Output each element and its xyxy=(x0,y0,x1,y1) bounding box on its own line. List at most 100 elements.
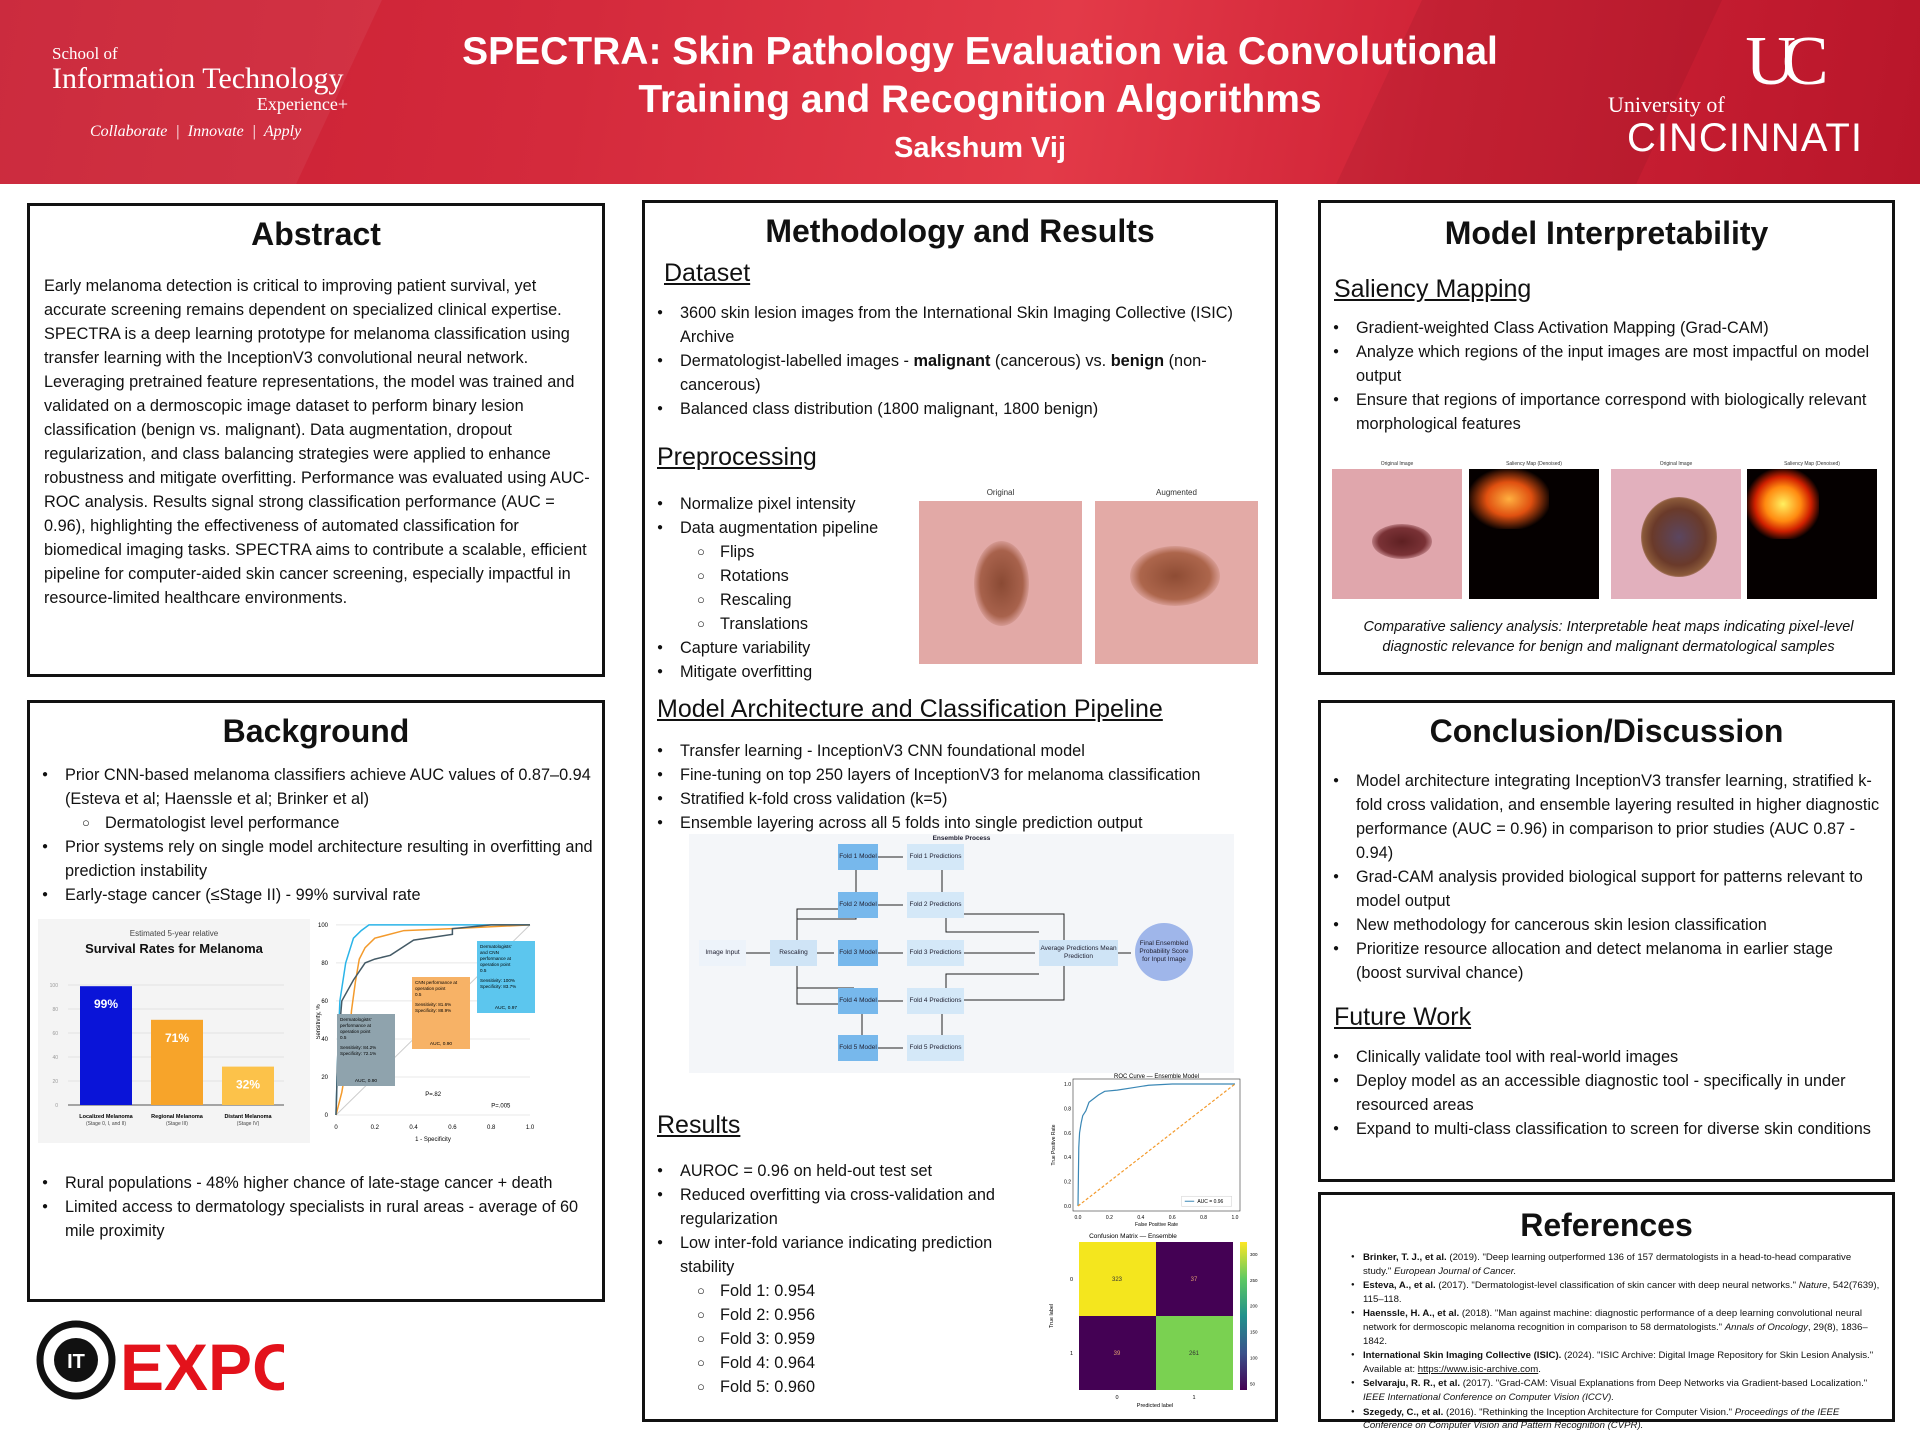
list-item: Data augmentation pipeline xyxy=(645,516,925,540)
box-specificity: Specificity: 72.1% xyxy=(340,1051,376,1056)
list-item: Fold 1: 0.954 xyxy=(645,1279,1025,1303)
list-item: Fold 5: 0.960 xyxy=(645,1375,1025,1399)
image-label: Saliency Map (Denoised) xyxy=(1506,461,1562,467)
matrix-cell xyxy=(1156,1316,1233,1390)
performance-box: CNN performance at operation point 0.5 S… xyxy=(412,977,470,1049)
text-segment: (2018). "Man against machine: diagnostic… xyxy=(1363,1308,1863,1333)
cell-value: 37 xyxy=(1191,1277,1198,1283)
box-specificity: Specificity: 88.9% xyxy=(415,1008,451,1013)
p-value-label: P=.82 xyxy=(425,1092,442,1098)
y-tick-label: 20 xyxy=(52,1079,58,1085)
box-auc: AUC, 0.97 xyxy=(495,1005,517,1011)
average-node: Average Predictions Mean Prediction xyxy=(1039,940,1118,966)
background-list-2: Rural populations - 48% higher chance of… xyxy=(30,1171,595,1243)
y-tick-label: 0 xyxy=(55,1103,58,1109)
bar-category-sub: (Stage 0, I, and II) xyxy=(86,1121,126,1127)
text-segment: Dermatologist-labelled images - xyxy=(680,352,914,370)
university-line2: CINCINNATI xyxy=(1627,116,1863,160)
text-segment: (non-cancerous) xyxy=(680,352,1207,394)
bar-value-label: 99% xyxy=(94,997,118,1011)
y-axis-label: Sensitivity, % xyxy=(316,1004,322,1040)
list-item: Early-stage cancer (≤Stage II) - 99% sur… xyxy=(30,883,595,907)
interpretability-panel: Model Interpretability Saliency Mapping … xyxy=(1318,200,1895,675)
list-item: Analyze which regions of the input image… xyxy=(1321,340,1881,388)
school-logo: School of Information Technology Experie… xyxy=(52,44,348,141)
list-item: Esteva, A., et al. (2017). "Dermatologis… xyxy=(1351,1279,1881,1306)
colorbar-tick-label: 150 xyxy=(1250,1330,1258,1335)
poster-author: Sakshum Vij xyxy=(894,132,1066,164)
saliency-caption: Comparative saliency analysis: Interpret… xyxy=(1363,619,1854,655)
list-item: AUROC = 0.96 on held-out test set xyxy=(645,1159,1025,1183)
box-title-line: operation point xyxy=(340,1029,371,1034)
fold-model-node: Fold 5 Model xyxy=(838,1035,878,1061)
benign-saliency-map xyxy=(1469,469,1599,599)
y-axis-label: True label xyxy=(1049,1304,1055,1328)
background-heading: Background xyxy=(222,713,410,749)
ensemble-diagram: Ensemble Process Image Input Rescaling Fol… xyxy=(689,834,1234,1073)
university-logo: UC University of CINCINNATI xyxy=(1600,27,1890,160)
original-label: Original xyxy=(986,488,1015,497)
survival-chart-subtitle: Estimated 5-year relative xyxy=(129,929,219,938)
legend-box xyxy=(1181,1195,1232,1207)
y-tick-label: 80 xyxy=(321,961,328,967)
augmented-label: Augmented xyxy=(1156,488,1197,497)
x-axis-label: 1 - Specificity xyxy=(415,1137,451,1143)
x-axis-label: False Positive Rate xyxy=(1135,1222,1178,1228)
saliency-heading: Saliency Mapping xyxy=(1334,275,1532,303)
list-item: Haenssle, H. A., et al. (2018). "Man aga… xyxy=(1351,1307,1881,1348)
malignant-saliency-map xyxy=(1747,469,1877,599)
rescaling-node: Rescaling xyxy=(770,940,817,966)
fold-predictions-node: Fold 2 Predictions xyxy=(907,892,964,918)
y-tick-label: 100 xyxy=(50,983,59,989)
x-tick-label: 1.0 xyxy=(1232,1215,1239,1221)
list-item: Translations xyxy=(645,612,925,636)
preprocessing-list: Normalize pixel intensityData augmentati… xyxy=(645,492,925,684)
references-heading: References xyxy=(1520,1207,1693,1243)
matrix-cell xyxy=(1079,1242,1156,1316)
list-item: Mitigate overfitting xyxy=(645,660,925,684)
list-item: Transfer learning - InceptionV3 CNN foun… xyxy=(645,739,1265,763)
future-work-list: Clinically validate tool with real-world… xyxy=(1321,1045,1881,1141)
p-value-label: P=.005 xyxy=(491,1103,511,1109)
text-segment: Annals of Oncology xyxy=(1724,1321,1808,1333)
text-segment: malignant xyxy=(913,352,991,370)
conclusion-heading: Conclusion/Discussion xyxy=(1429,713,1784,749)
text-segment: (2017). "Grad-CAM: Visual Explanations f… xyxy=(1460,1378,1868,1390)
logo-expo-text: EXPO xyxy=(120,1330,284,1402)
text-segment[interactable]: https://www.isic-archive.com xyxy=(1417,1363,1539,1375)
published-roc-plot: 0 20 40 60 80 100 0 0.2 0.4 0.6 0.8 1.0 1 - Specific… xyxy=(316,923,535,1143)
list-item: Dermatologist level performance xyxy=(30,811,595,835)
fold-model-node: Fold 4 Model xyxy=(838,988,878,1014)
list-item: Grad-CAM analysis provided biological su… xyxy=(1321,865,1881,913)
list-item: Brinker, T. J., et al. (2019). "Deep lea… xyxy=(1351,1251,1881,1278)
connector xyxy=(796,966,863,1035)
references-panel: References Brinker, T. J., et al. (2019)… xyxy=(1318,1192,1895,1431)
list-item: Limited access to dermatology specialist… xyxy=(30,1195,595,1243)
bar-category-sub: (Stage III) xyxy=(166,1121,188,1127)
abstract-text: Early melanoma detection is critical to … xyxy=(44,277,590,607)
y-tick-label: 40 xyxy=(321,1037,328,1043)
list-item: Prior CNN-based melanoma classifiers ach… xyxy=(30,763,595,811)
published-roc-chart: 0 20 40 60 80 100 0 0.2 0.4 0.6 0.8 1.0 1 - Specific… xyxy=(316,919,596,1149)
y-tick-label: 0 xyxy=(325,1113,329,1119)
text-segment: International Skin Imaging Collective (I… xyxy=(1363,1350,1562,1362)
list-item: Dermatologist-labelled images - malignan… xyxy=(645,349,1245,397)
box-title-line: performance at xyxy=(340,1023,372,1028)
y-tick-label: 80 xyxy=(52,1007,58,1013)
x-tick-label: 0 xyxy=(1115,1395,1118,1401)
y-tick-label: 0.0 xyxy=(1064,1204,1071,1210)
list-item: Szegedy, C., et al. (2016). "Rethinking … xyxy=(1351,1406,1881,1433)
bar-category-sub: (Stage IV) xyxy=(237,1121,260,1127)
cell-value: 323 xyxy=(1112,1277,1123,1283)
school-line2: Information Technology xyxy=(52,62,344,95)
bar-category-label: Distant Melanoma xyxy=(224,1114,272,1120)
text-segment: , 542(7639), 115–118. xyxy=(1363,1280,1880,1305)
chart-title: ROC Curve — Ensemble Model xyxy=(1114,1074,1199,1080)
methods-heading: Methodology and Results xyxy=(765,213,1155,249)
fold-predictions-node: Fold 5 Predictions xyxy=(907,1035,964,1061)
text-segment: Esteva, A., et al. xyxy=(1363,1280,1436,1292)
bar-category-label: Localized Melanoma xyxy=(79,1114,133,1120)
fold-model-node: Fold 1 Model xyxy=(838,844,878,870)
background-list: Prior CNN-based melanoma classifiers ach… xyxy=(30,763,595,907)
list-item: Low inter-fold variance indicating predi… xyxy=(645,1231,1025,1279)
